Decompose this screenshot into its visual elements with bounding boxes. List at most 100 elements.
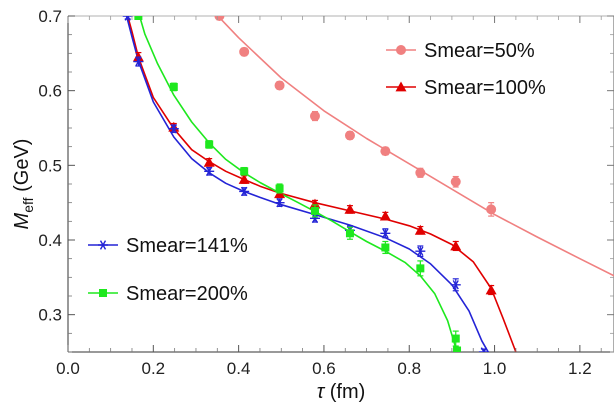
triangle-marker: [344, 203, 356, 214]
x-tick-label: 0.6: [312, 359, 336, 378]
legend-asterisk-marker: [98, 240, 108, 250]
asterisk-marker: [239, 186, 250, 197]
square-marker: [169, 82, 178, 91]
circle-marker: [380, 146, 391, 157]
data-point-smear-50: [274, 80, 285, 91]
data-point-smear-100: [344, 203, 356, 214]
square-marker: [205, 140, 214, 149]
x-tick-label: 1.0: [483, 359, 507, 378]
asterisk-marker-strokes: [168, 124, 179, 134]
legend-square-marker: [99, 289, 107, 297]
data-point-smear-141: [380, 228, 391, 239]
data-point-smear-141: [239, 186, 250, 197]
legend-label: Smear=141%: [126, 235, 248, 257]
square-marker: [451, 334, 460, 343]
asterisk-marker: [122, 16, 133, 21]
asterisk-marker-strokes: [239, 186, 250, 197]
y-tick-label: 0.7: [38, 7, 62, 26]
triangle-marker: [309, 198, 321, 209]
asterisk-marker: [380, 228, 391, 238]
asterisk-marker-strokes: [450, 280, 461, 290]
data-point-smear-50: [380, 146, 391, 157]
x-tick-label: 0.0: [56, 359, 80, 378]
data-point-smear-141: [415, 245, 426, 258]
data-point-smear-200: [310, 204, 319, 218]
asterisk-marker-strokes: [478, 347, 489, 352]
x-tick-label: 0.8: [397, 359, 421, 378]
circle-marker: [309, 111, 320, 122]
data-points: [122, 16, 497, 352]
data-point-smear-200: [453, 346, 462, 352]
circle-marker: [486, 204, 497, 215]
data-point-smear-141: [450, 278, 461, 292]
circle-marker: [415, 167, 426, 178]
data-point-smear-50: [415, 167, 426, 178]
square-marker: [310, 206, 319, 215]
asterisk-marker-strokes: [98, 240, 108, 250]
data-point-smear-100: [379, 210, 391, 221]
data-point-smear-141: [122, 16, 133, 21]
triangle-marker: [414, 224, 426, 235]
circle-marker: [344, 130, 355, 141]
legend-circle-marker: [396, 45, 406, 55]
data-point-smear-200: [275, 183, 284, 194]
data-point-smear-200: [240, 166, 249, 176]
data-point-smear-50: [486, 202, 497, 217]
asterisk-marker: [478, 347, 489, 352]
data-point-smear-100: [414, 224, 426, 235]
data-point-smear-141: [168, 124, 179, 134]
data-point-smear-100: [450, 240, 462, 252]
legends: Smear=50% Smear=100% Smear=141% Smear=200%: [88, 40, 546, 305]
data-point-smear-100: [238, 174, 250, 184]
square-marker: [345, 229, 354, 238]
fit-curve-smear-141: [125, 16, 489, 352]
asterisk-marker-strokes: [274, 197, 285, 208]
data-point-smear-50: [450, 175, 461, 188]
y-tick-label: 0.5: [38, 156, 62, 175]
legend-entry-smear-141: Smear=141%: [88, 235, 248, 257]
x-axis-label: τ (fm): [317, 381, 366, 403]
circle-marker: [274, 80, 285, 91]
square-marker: [453, 346, 462, 352]
legend-label: Smear=50%: [424, 40, 535, 62]
square-marker: [240, 167, 249, 176]
square-marker: [381, 243, 390, 252]
asterisk-marker: [168, 124, 179, 134]
data-point-smear-200: [134, 16, 143, 20]
fit-curve-smear-200: [138, 16, 458, 352]
asterisk-marker-strokes: [204, 166, 215, 177]
circle-marker: [450, 176, 461, 187]
data-point-smear-141: [133, 56, 144, 67]
legend-entry-smear-50: Smear=50%: [386, 40, 535, 62]
square-marker: [134, 16, 143, 20]
triangle-marker: [238, 174, 250, 184]
asterisk-marker: [309, 213, 320, 224]
legend-entry-smear-200: Smear=200%: [88, 283, 248, 305]
triangle-marker: [203, 156, 215, 167]
x-tick-label: 0.4: [227, 359, 251, 378]
data-point-smear-200: [205, 140, 214, 149]
data-point-smear-200: [169, 82, 178, 92]
asterisk-marker: [274, 197, 285, 208]
x-tick-label: 1.2: [568, 359, 592, 378]
legend-label: Smear=100%: [424, 77, 546, 99]
data-point-smear-50: [239, 46, 250, 57]
legend-triangle-marker: [395, 81, 407, 92]
data-point-smear-200: [345, 226, 354, 240]
data-point-smear-141: [478, 347, 489, 352]
y-tick-label: 0.3: [38, 306, 62, 325]
square-marker: [416, 264, 425, 273]
asterisk-marker-strokes: [415, 246, 426, 256]
data-point-smear-141: [274, 197, 285, 208]
asterisk-marker-strokes: [380, 228, 391, 238]
triangle-marker: [379, 210, 391, 221]
data-point-smear-100: [485, 284, 497, 296]
data-point-smear-200: [381, 240, 390, 255]
circle-marker: [214, 16, 225, 21]
y-tick-label: 0.6: [38, 82, 62, 101]
data-point-smear-100: [203, 156, 215, 167]
legend-label: Smear=200%: [126, 283, 248, 305]
x-tick-label: 0.2: [141, 359, 165, 378]
y-tick-label: 0.4: [38, 231, 62, 250]
asterisk-marker: [204, 166, 215, 177]
